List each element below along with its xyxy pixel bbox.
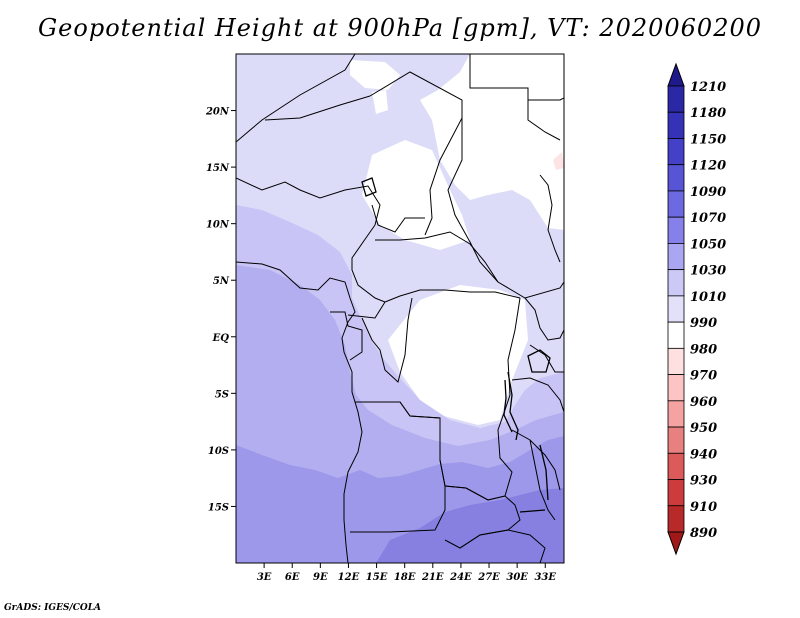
lat-tick-label: 10N (206, 220, 230, 231)
lake-kariba (519, 509, 546, 513)
lon-tick-label: 33E (534, 572, 556, 583)
lakes (361, 177, 551, 513)
colorbar: 1210 1180 1150 1120 1090 1070 1050 1030 1010 990 9… (667, 62, 726, 556)
lon-tick-label: 24E (449, 572, 472, 583)
colorbar-label: 1010 (690, 290, 726, 305)
colorbar-label: 1050 (690, 237, 726, 252)
band-below-1010-nw2 (372, 90, 388, 114)
colorbar-label: 1070 (690, 211, 726, 226)
border-car-south (384, 289, 521, 303)
colorbar-segment (667, 452, 685, 480)
colorbar-segment (667, 85, 685, 113)
colorbar-segment (667, 400, 685, 428)
colorbar-segment (667, 190, 685, 218)
border-sudan-egypt (527, 100, 561, 141)
border-zimbabwe (459, 529, 546, 563)
grads-credit: GrADS: IGES/COLA (4, 603, 102, 613)
colorbar-label: 980 (690, 342, 717, 357)
colorbar-label: 930 (690, 474, 717, 489)
colorbar-label: 890 (690, 526, 717, 541)
border-congo (347, 297, 413, 383)
lat-tick-label: 15N (206, 163, 230, 174)
axis-layer: 20N 15N 10N 5N EQ 5S 10S 15S 3E 6E 9E 12E 15E 18E 21E 2… (205, 107, 556, 583)
lake-tanganyika (503, 371, 519, 441)
colorbar-label: 1090 (690, 185, 726, 200)
border-east-lakes (524, 297, 564, 373)
colorbar-segment (667, 138, 685, 166)
colorbar-label: 960 (690, 395, 717, 410)
colorbar-label: 910 (690, 500, 717, 515)
band-below-1010-nw (350, 60, 400, 90)
lake-malawi (539, 444, 549, 501)
colorbar-label: 1030 (690, 264, 726, 279)
lon-tick-label: 15E (366, 572, 388, 583)
border-ethiopia (539, 174, 561, 263)
lake-chad (361, 177, 377, 197)
lon-tick-label: 30E (506, 572, 528, 583)
colorbar-label: 990 (690, 316, 717, 331)
colorbar-segment (667, 321, 685, 349)
colorbar-segment (667, 347, 685, 375)
colorbar-label: 1150 (690, 132, 726, 147)
band-990-speck (553, 152, 564, 170)
lon-tick-label: 18E (394, 572, 416, 583)
lon-tick-label: 12E (338, 572, 360, 583)
colorbar-segment (667, 243, 685, 271)
border-libya-egypt (469, 54, 564, 101)
lat-tick-label: EQ (212, 333, 230, 344)
border-tanzania (511, 377, 564, 491)
colorbar-segment (667, 374, 685, 402)
border-car-north (375, 231, 564, 299)
lat-tick-label: 15S (208, 502, 229, 513)
lat-tick-label: 5N (213, 276, 230, 287)
lon-tick-label: 6E (285, 572, 300, 583)
lon-tick-label: 21E (421, 572, 444, 583)
height-field (236, 54, 564, 563)
border-angola (350, 401, 446, 533)
colorbar-segment (667, 111, 685, 139)
colorbar-segment (667, 505, 685, 533)
colorbar-label: 950 (690, 421, 717, 436)
map-title: Geopotential Height at 900hPa [gpm], VT:… (38, 14, 762, 42)
colorbar-label: 1180 (690, 106, 726, 121)
lat-tick-label: 20N (205, 107, 230, 118)
colorbar-segment (667, 216, 685, 244)
colorbar-bottom-arrow (667, 531, 685, 556)
band-below-1010-basin (388, 285, 528, 425)
border-sahara-west (236, 54, 356, 143)
border-malawi (529, 439, 556, 521)
border-nigeria-cameroon (351, 224, 386, 303)
colorbar-segment (667, 164, 685, 192)
lake-victoria (527, 349, 551, 373)
colorbar-top-arrow (667, 62, 685, 87)
border-chad-sudan (447, 118, 499, 283)
colorbar-label: 970 (690, 369, 717, 384)
lon-tick-label: 9E (313, 572, 328, 583)
border-mali-niger (264, 95, 371, 121)
border-nigeria-north (236, 177, 381, 226)
border-cameroon-chad (371, 204, 425, 233)
coastline-west (236, 261, 363, 563)
colorbar-label: 1210 (690, 80, 726, 95)
colorbar-segment (667, 269, 685, 297)
lat-tick-label: 5S (215, 389, 229, 400)
lon-tick-label: 27E (477, 572, 500, 583)
lat-tick-label: 10S (208, 446, 229, 457)
colorbar-segment (667, 479, 685, 507)
border-gabon (330, 311, 363, 361)
colorbar-label: 1120 (690, 159, 726, 174)
colorbar-label: 940 (690, 447, 717, 462)
lon-tick-label: 3E (257, 572, 272, 583)
border-niger-chad (369, 71, 463, 236)
band-1090-1120 (376, 488, 564, 563)
colorbar-segment (667, 426, 685, 454)
map-frame (235, 53, 565, 564)
band-below-1010-center (362, 140, 470, 250)
colorbar-segment (667, 295, 685, 323)
